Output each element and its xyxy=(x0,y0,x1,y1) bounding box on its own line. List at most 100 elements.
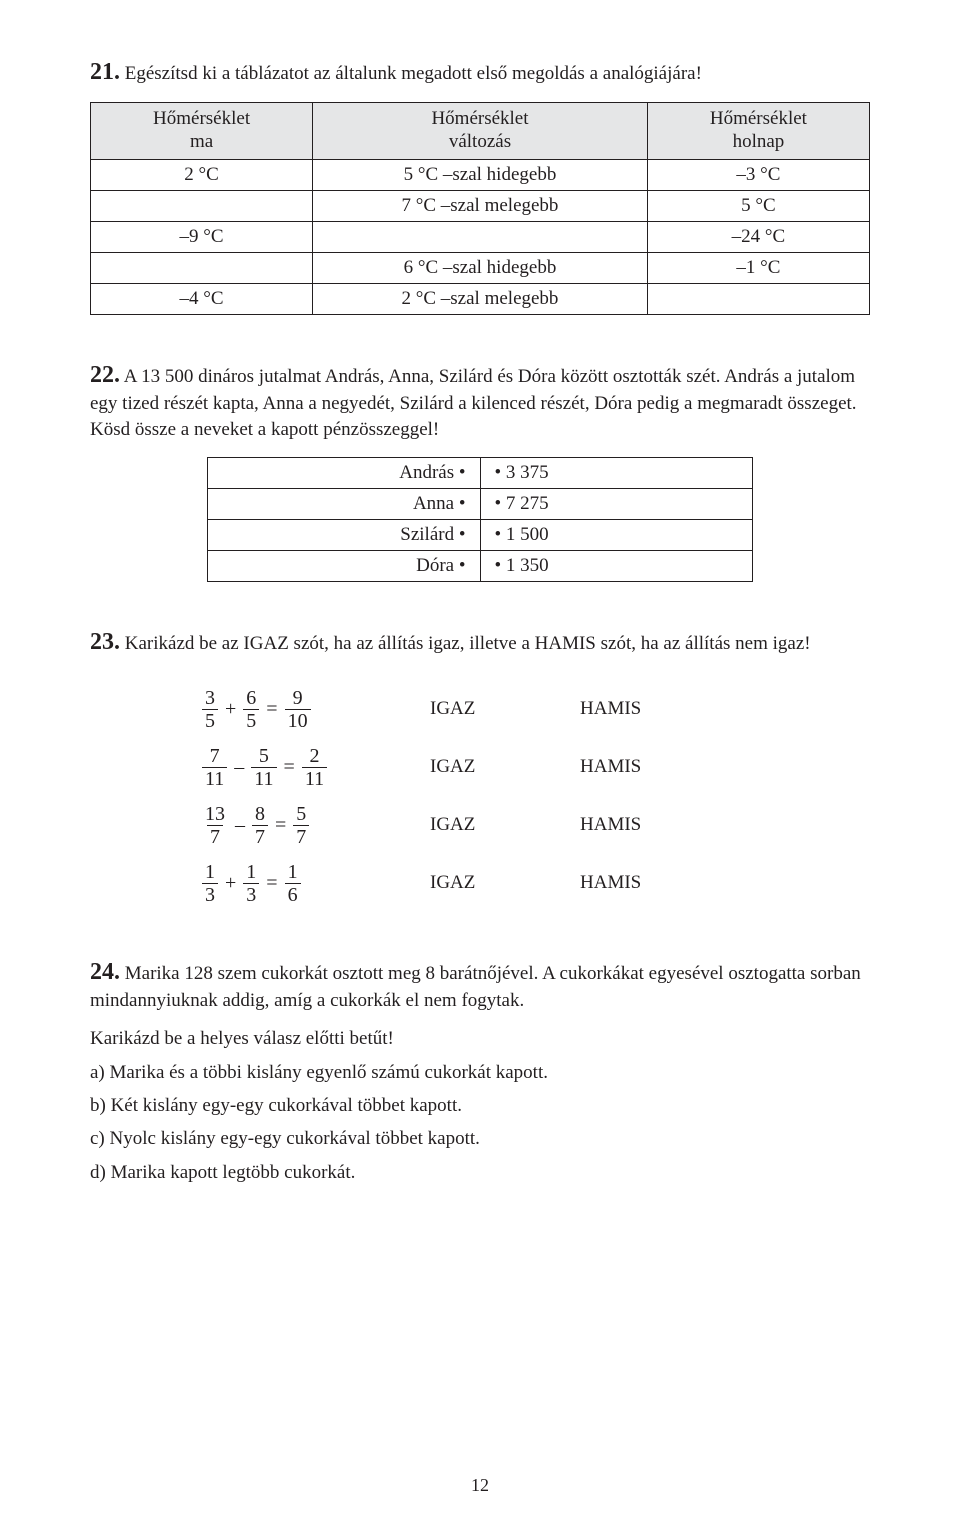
equation: 35+65=910 xyxy=(200,688,430,731)
question-23-text: Karikázd be az IGAZ szót, ha az állítás … xyxy=(125,633,811,654)
table-cell: 5 °C –szal hidegebb xyxy=(313,159,648,190)
fraction: 87 xyxy=(252,804,268,847)
match-name-cell: Anna • xyxy=(208,488,481,519)
match-value-cell: • 3 375 xyxy=(480,457,753,488)
table-cell: –9 °C xyxy=(91,221,313,252)
question-24-prompt: 24. Marika 128 szem cukorkát osztott meg… xyxy=(90,956,870,1014)
table-cell xyxy=(313,221,648,252)
match-name-cell: András • xyxy=(208,457,481,488)
table-cell xyxy=(91,190,313,221)
operator: + xyxy=(225,698,236,721)
table-row: 6 °C –szal hidegebb–1 °C xyxy=(91,252,870,283)
question-24-number: 24. xyxy=(90,959,120,985)
answer-false[interactable]: HAMIS xyxy=(580,872,730,894)
question-22-prompt: 22. A 13 500 dináros jutalmat András, An… xyxy=(90,359,870,443)
table-cell: –3 °C xyxy=(647,159,869,190)
numerator: 7 xyxy=(207,746,223,767)
answer-false[interactable]: HAMIS xyxy=(580,756,730,778)
operator: + xyxy=(225,872,236,895)
fraction: 910 xyxy=(285,688,311,731)
denominator: 10 xyxy=(285,709,311,731)
table-cell xyxy=(91,252,313,283)
denominator: 7 xyxy=(252,825,268,847)
numerator: 1 xyxy=(202,862,218,883)
denominator: 3 xyxy=(202,883,218,905)
question-24-instruct: Karikázd be a helyes válasz előtti betűt… xyxy=(90,1024,870,1053)
header-text: változás xyxy=(449,131,511,152)
table-row: 2 °C5 °C –szal hidegebb–3 °C xyxy=(91,159,870,190)
question-21: 21. Egészítsd ki a táblázatot az általun… xyxy=(90,56,870,315)
fraction: 511 xyxy=(251,746,276,789)
header-text: Hőmérséklet xyxy=(153,108,250,129)
header-text: ma xyxy=(190,131,213,152)
fraction: 65 xyxy=(243,688,259,731)
table-cell: 7 °C –szal melegebb xyxy=(313,190,648,221)
numerator: 5 xyxy=(256,746,272,767)
denominator: 3 xyxy=(243,883,259,905)
numerator: 9 xyxy=(290,688,306,709)
operator: – xyxy=(235,814,245,837)
equation-block: 35+65=910IGAZHAMIS711–511=211IGAZHAMIS13… xyxy=(200,680,760,912)
denominator: 11 xyxy=(302,767,327,789)
answer-option[interactable]: b) Két kislány egy-egy cukorkával többet… xyxy=(90,1091,870,1120)
equation: 711–511=211 xyxy=(200,746,430,789)
operator: – xyxy=(234,756,244,779)
denominator: 5 xyxy=(243,709,259,731)
table-21-header-2: Hőmérséklet változás xyxy=(313,103,648,160)
equation-row: 137–87=57IGAZHAMIS xyxy=(200,796,760,854)
table-cell: 5 °C xyxy=(647,190,869,221)
answer-true[interactable]: IGAZ xyxy=(430,814,580,836)
table-21-header-row: Hőmérséklet ma Hőmérséklet változás Hőmé… xyxy=(91,103,870,160)
question-22-number: 22. xyxy=(90,362,120,388)
table-21-header-1: Hőmérséklet ma xyxy=(91,103,313,160)
table-row: Szilárd •• 1 500 xyxy=(208,519,753,550)
answer-true[interactable]: IGAZ xyxy=(430,698,580,720)
match-value-cell: • 1 350 xyxy=(480,550,753,581)
fraction: 13 xyxy=(202,862,218,905)
answer-false[interactable]: HAMIS xyxy=(580,698,730,720)
table-row: András •• 3 375 xyxy=(208,457,753,488)
question-21-number: 21. xyxy=(90,59,120,85)
numerator: 1 xyxy=(243,862,259,883)
match-name-cell: Dóra • xyxy=(208,550,481,581)
numerator: 3 xyxy=(202,688,218,709)
equals: = xyxy=(275,814,286,837)
numerator: 1 xyxy=(285,862,301,883)
page-number: 12 xyxy=(0,1475,960,1496)
answer-false[interactable]: HAMIS xyxy=(580,814,730,836)
question-24-text: Marika 128 szem cukorkát osztott meg 8 b… xyxy=(90,963,861,1011)
equation: 137–87=57 xyxy=(200,804,430,847)
numerator: 13 xyxy=(202,804,228,825)
fraction: 35 xyxy=(202,688,218,731)
fraction: 13 xyxy=(243,862,259,905)
table-cell: –4 °C xyxy=(91,283,313,314)
numerator: 6 xyxy=(243,688,259,709)
question-23-number: 23. xyxy=(90,629,120,655)
question-21-prompt: 21. Egészítsd ki a táblázatot az általun… xyxy=(90,56,870,88)
denominator: 7 xyxy=(293,825,309,847)
answer-option[interactable]: c) Nyolc kislány egy-egy cukorkával több… xyxy=(90,1124,870,1153)
equation-row: 35+65=910IGAZHAMIS xyxy=(200,680,760,738)
table-row: Dóra •• 1 350 xyxy=(208,550,753,581)
match-name-cell: Szilárd • xyxy=(208,519,481,550)
table-21-header-3: Hőmérséklet holnap xyxy=(647,103,869,160)
match-value-cell: • 1 500 xyxy=(480,519,753,550)
table-cell: 2 °C –szal melegebb xyxy=(313,283,648,314)
header-text: Hőmérséklet xyxy=(431,108,528,129)
denominator: 6 xyxy=(285,883,301,905)
equals: = xyxy=(266,698,277,721)
question-23-prompt: 23. Karikázd be az IGAZ szót, ha az állí… xyxy=(90,626,870,658)
answer-true[interactable]: IGAZ xyxy=(430,872,580,894)
question-22-text: A 13 500 dináros jutalmat András, Anna, … xyxy=(90,366,857,440)
answer-option[interactable]: d) Marika kapott legtöbb cukorkát. xyxy=(90,1158,870,1187)
header-text: holnap xyxy=(733,131,785,152)
equals: = xyxy=(266,872,277,895)
table-row: –4 °C2 °C –szal melegebb xyxy=(91,283,870,314)
fraction: 137 xyxy=(202,804,228,847)
denominator: 7 xyxy=(207,825,223,847)
answer-option[interactable]: a) Marika és a többi kislány egyenlő szá… xyxy=(90,1058,870,1087)
match-value-cell: • 7 275 xyxy=(480,488,753,519)
denominator: 5 xyxy=(202,709,218,731)
answer-true[interactable]: IGAZ xyxy=(430,756,580,778)
denominator: 11 xyxy=(251,767,276,789)
